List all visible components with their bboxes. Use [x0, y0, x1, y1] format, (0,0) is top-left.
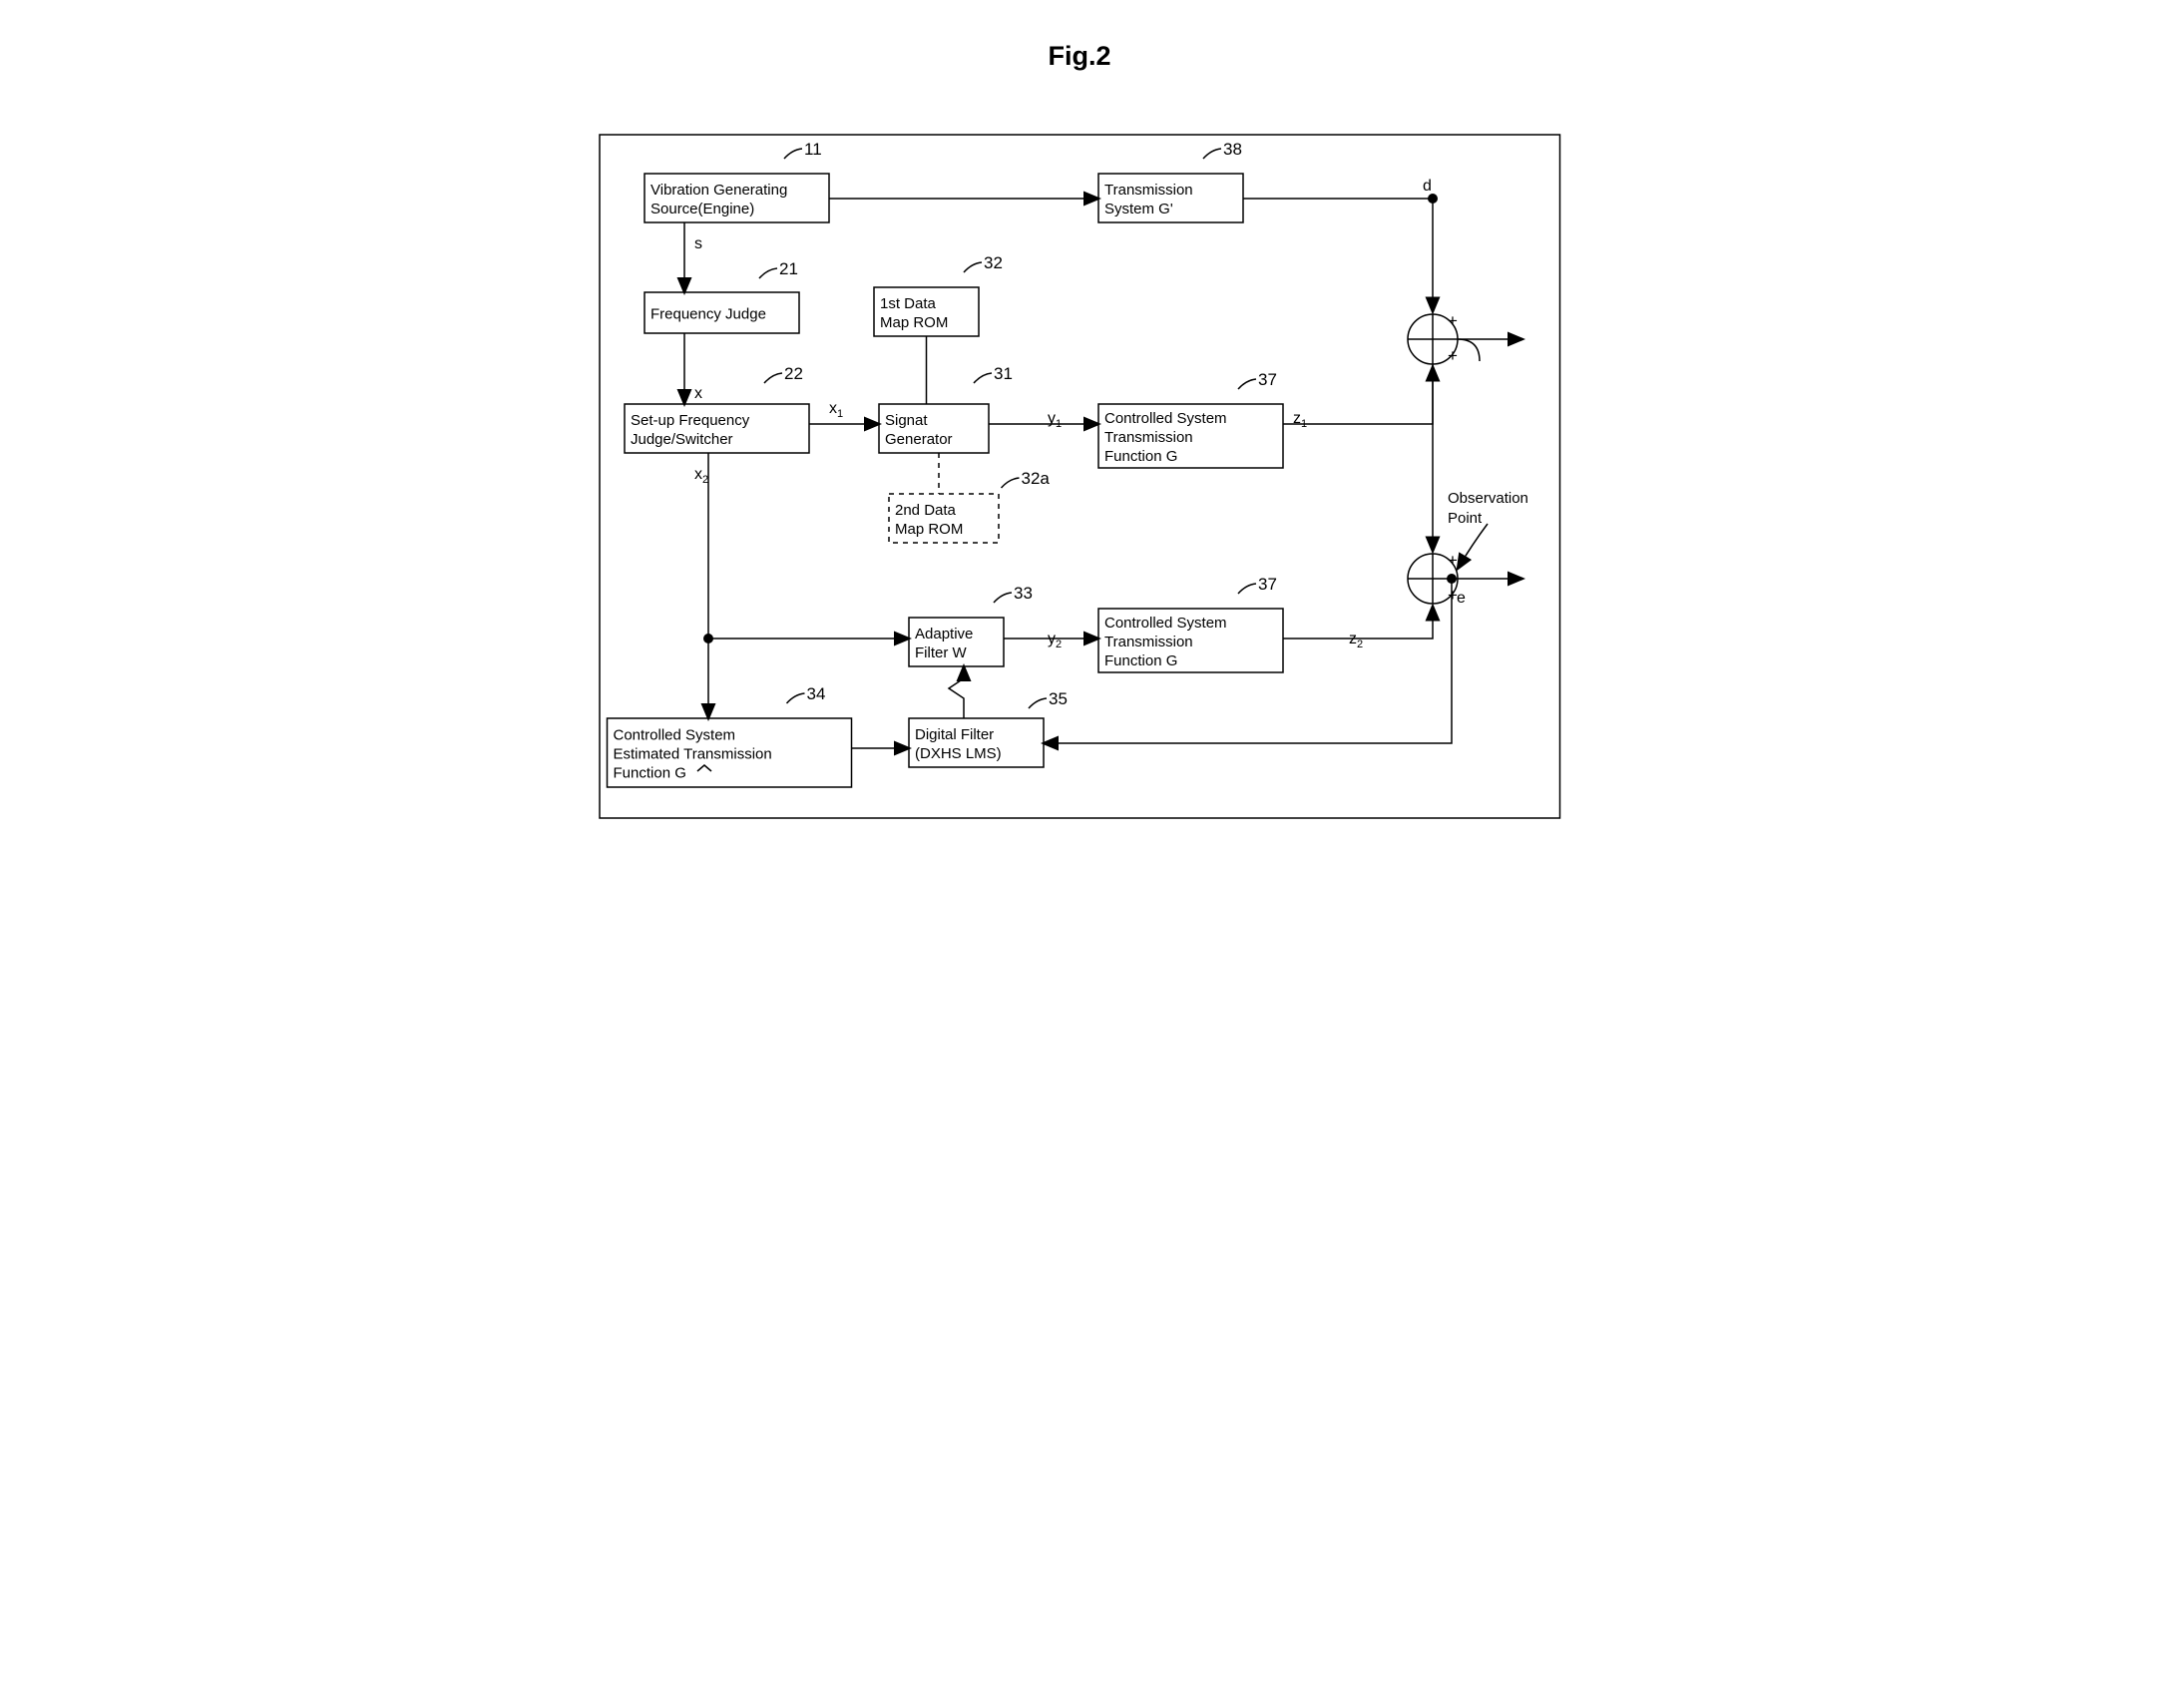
- block-b37a: Controlled System Transmission Function G 3…: [1098, 370, 1283, 468]
- svg-text:+: +: [1448, 551, 1458, 570]
- block-b33: Adaptive Filter W 33: [909, 584, 1033, 666]
- ref-number: 22: [784, 364, 803, 383]
- ref-number: 32: [984, 253, 1003, 272]
- ref-number: 35: [1049, 689, 1068, 708]
- block-b37b: Controlled System Transmission Function G 3…: [1098, 575, 1283, 672]
- ref-number: 37: [1258, 575, 1277, 594]
- ref-leader: [1238, 584, 1256, 594]
- block-label: Map ROM: [880, 314, 948, 331]
- ref-leader: [994, 593, 1012, 603]
- block-label: Generator: [885, 431, 953, 448]
- signal-d: d: [1423, 178, 1432, 195]
- block-b32a: 2nd Data Map ROM 32a: [889, 469, 1050, 543]
- diagram-border: [600, 135, 1560, 818]
- ref-leader: [1002, 478, 1020, 488]
- ref-leader: [764, 373, 782, 383]
- block-label: Vibration Generating: [650, 182, 787, 199]
- block-label: Function G: [614, 765, 686, 782]
- block-label: Function G: [1104, 652, 1177, 669]
- block-b34: Controlled System Estimated Transmission F…: [608, 684, 852, 787]
- block-label: System G': [1104, 201, 1173, 217]
- ref-number: 31: [994, 364, 1013, 383]
- block-label: Signat: [885, 412, 928, 429]
- block-b38: Transmission System G' 38: [1098, 140, 1243, 222]
- block-label: Controlled System: [1104, 410, 1227, 427]
- block-b32: 1st Data Map ROM 32: [874, 253, 1003, 336]
- ref-leader: [784, 149, 802, 159]
- block-b35: Digital Filter (DXHS LMS) 35: [909, 689, 1068, 767]
- edge: [949, 666, 964, 718]
- block-b31: Signat Generator 31: [879, 364, 1013, 453]
- block-label: Judge/Switcher: [631, 431, 733, 448]
- ref-leader: [1203, 149, 1221, 159]
- ref-number: 21: [779, 259, 798, 278]
- block-label: 2nd Data: [895, 502, 957, 519]
- figure-title: Fig.2: [1048, 41, 1110, 71]
- ref-leader: [759, 268, 777, 278]
- ref-number: 38: [1223, 140, 1242, 159]
- block-label: Set-up Frequency: [631, 412, 750, 429]
- signal-z2: z2: [1349, 631, 1363, 650]
- block-label: Adaptive: [915, 626, 973, 642]
- ref-leader: [787, 693, 805, 703]
- signal-x1: x1: [829, 400, 843, 420]
- ref-leader: [964, 262, 982, 272]
- block-label: Estimated Transmission: [614, 746, 772, 763]
- block-label: Controlled System: [1104, 615, 1227, 632]
- signal-x2: x2: [694, 466, 708, 486]
- edge: [1283, 367, 1433, 425]
- block-label: Source(Engine): [650, 201, 754, 217]
- ref-number: 34: [807, 684, 826, 703]
- obs-leader: [1458, 524, 1488, 569]
- signal-s: s: [694, 235, 702, 252]
- block-label: Controlled System: [614, 727, 736, 744]
- ref-number: 11: [804, 140, 822, 159]
- ref-leader: [1029, 698, 1047, 708]
- svg-text:+: +: [1448, 586, 1458, 605]
- signal-e: e: [1457, 590, 1466, 607]
- block-label: Digital Filter: [915, 726, 994, 743]
- block-label: Filter W: [915, 644, 968, 661]
- ref-number: 37: [1258, 370, 1277, 389]
- ref-leader: [1238, 379, 1256, 389]
- block-label: 1st Data: [880, 295, 937, 312]
- edge: [1283, 607, 1433, 640]
- observation-label: Point: [1448, 510, 1483, 527]
- block-b11: Vibration Generating Source(Engine) 11: [645, 140, 829, 222]
- block-b22: Set-up Frequency Judge/Switcher 22: [625, 364, 809, 453]
- block-label: Frequency Judge: [650, 306, 766, 323]
- block-label: Function G: [1104, 448, 1177, 465]
- svg-text:+: +: [1448, 311, 1458, 330]
- ref-leader: [974, 373, 992, 383]
- ref-number: 32a: [1022, 469, 1051, 488]
- svg-text:+: +: [1448, 346, 1458, 365]
- ref-number: 33: [1014, 584, 1033, 603]
- signal-x: x: [694, 385, 702, 402]
- block-label: Transmission: [1104, 182, 1193, 199]
- signal-y1: y1: [1048, 410, 1062, 430]
- observation-label: Observation: [1448, 490, 1528, 507]
- block-label: (DXHS LMS): [915, 745, 1002, 762]
- block-label: Transmission: [1104, 429, 1193, 446]
- block-b21: Frequency Judge 21: [645, 259, 799, 333]
- block-label: Map ROM: [895, 521, 963, 538]
- block-label: Transmission: [1104, 634, 1193, 650]
- signal-y2: y2: [1048, 631, 1062, 650]
- signal-z1: z1: [1293, 410, 1307, 430]
